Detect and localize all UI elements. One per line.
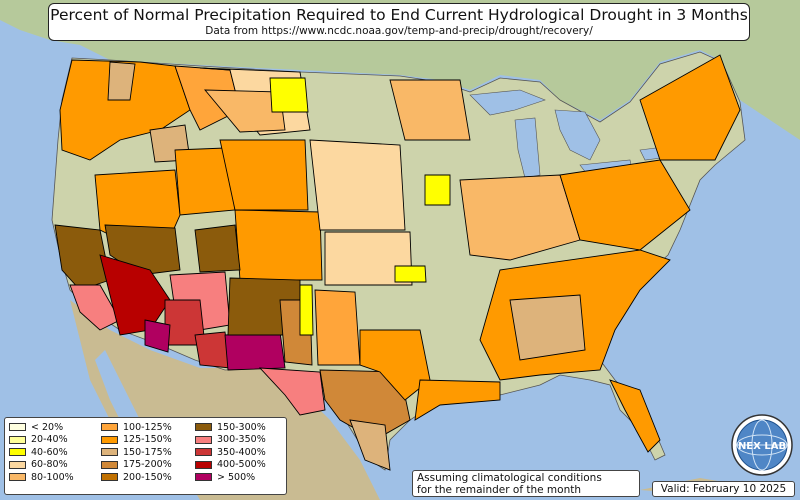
- region-nm-magenta: [224, 331, 286, 371]
- globe-icon: NEX LAB: [731, 414, 793, 476]
- mexico-landmass: [70, 300, 380, 500]
- legend-item: < 20%: [9, 421, 74, 434]
- region-utah-brown: [194, 224, 241, 273]
- note-line-2: for the remainder of the month: [417, 484, 582, 496]
- region-nd-yellow: [269, 77, 309, 113]
- legend-label: > 500%: [217, 471, 256, 483]
- legend-item: 40-60%: [9, 446, 74, 459]
- legend-swatch: [9, 460, 26, 469]
- region-tx-pink: [258, 367, 326, 416]
- region-tx-east: [359, 329, 431, 401]
- region-arizona-south: [194, 331, 231, 369]
- assumption-note: Assuming climatological conditions for t…: [412, 470, 640, 497]
- legend-item: 150-175%: [101, 446, 172, 459]
- region-minnesota: [389, 79, 471, 141]
- legend-label: 60-80%: [31, 459, 68, 471]
- legend-item: 125-150%: [101, 434, 172, 447]
- legend-label: 200-150%: [123, 471, 172, 483]
- region-arizona-magenta: [144, 319, 171, 353]
- region-midwest: [459, 174, 581, 261]
- map-title: Percent of Normal Precipitation Required…: [50, 6, 748, 24]
- logo-text: NEX LAB: [738, 441, 786, 452]
- region-gulf-coast: [414, 379, 501, 421]
- legend-item: 200-150%: [101, 471, 172, 484]
- legend-label: 150-175%: [123, 446, 172, 458]
- legend-swatch: [195, 435, 212, 444]
- title-box: Percent of Normal Precipitation Required…: [48, 3, 750, 41]
- region-colorado: [234, 209, 323, 281]
- legend-label: 400-500%: [217, 459, 266, 471]
- legend-item: 400-500%: [195, 459, 266, 472]
- legend-item: 80-100%: [9, 471, 74, 484]
- region-northwest: [59, 59, 191, 161]
- region-nm-yellow: [299, 284, 314, 336]
- region-montana-orange: [204, 89, 286, 133]
- legend-label: 350-400%: [217, 446, 266, 458]
- legend-item: 20-40%: [9, 434, 74, 447]
- legend-swatch: [101, 423, 118, 432]
- drought-regions: [54, 54, 741, 471]
- legend-label: 150-300%: [217, 421, 266, 433]
- legend-column-1: < 20% 20-40% 40-60% 60-80% 80-100%: [9, 421, 74, 484]
- region-ohio-valley: [559, 159, 691, 251]
- legend-swatch: [101, 448, 118, 457]
- legend-column-2: 100-125% 125-150% 150-175% 175-200% 200-150%: [101, 421, 172, 484]
- region-socal-pink: [69, 284, 121, 331]
- legend-label: 80-100%: [31, 471, 74, 483]
- legend-swatch: [101, 460, 118, 469]
- region-iowa-yellow: [424, 174, 451, 206]
- legend-label: 40-60%: [31, 446, 68, 458]
- legend-label: 125-150%: [123, 434, 172, 446]
- legend-column-3: 150-300% 300-350% 350-400% 400-500% > 500%: [195, 421, 266, 484]
- legend-item: 60-80%: [9, 459, 74, 472]
- map-subtitle: Data from https://www.ncdc.noaa.gov/temp…: [205, 25, 593, 37]
- legend-label: 175-200%: [123, 459, 172, 471]
- legend-label: 100-125%: [123, 421, 172, 433]
- legend: < 20% 20-40% 40-60% 60-80% 80-100% 100-125% 1…: [4, 417, 287, 495]
- legend-swatch: [9, 448, 26, 457]
- legend-swatch: [9, 473, 26, 482]
- region-kansas: [324, 231, 413, 286]
- legend-label: 300-350%: [217, 434, 266, 446]
- legend-item: > 500%: [195, 471, 266, 484]
- legend-swatch: [9, 423, 26, 432]
- legend-swatch: [195, 460, 212, 469]
- legend-item: 175-200%: [101, 459, 172, 472]
- region-tx-panhandle: [314, 289, 361, 366]
- valid-date: Valid: February 10 2025: [652, 481, 795, 497]
- legend-swatch: [101, 435, 118, 444]
- region-florida: [609, 379, 661, 453]
- region-northeast: [639, 54, 741, 161]
- legend-label: 20-40%: [31, 434, 68, 446]
- region-plains-light: [309, 139, 406, 231]
- legend-item: 100-125%: [101, 421, 172, 434]
- legend-item: 150-300%: [195, 421, 266, 434]
- legend-swatch: [195, 473, 212, 482]
- legend-swatch: [101, 473, 118, 482]
- note-line-1: Assuming climatological conditions: [417, 472, 602, 484]
- region-wa-tan: [107, 61, 136, 101]
- legend-swatch: [195, 448, 212, 457]
- region-tx-light: [349, 419, 391, 471]
- region-kansas-yellow: [394, 265, 427, 283]
- legend-item: 350-400%: [195, 446, 266, 459]
- legend-swatch: [9, 435, 26, 444]
- legend-item: 300-350%: [195, 434, 266, 447]
- legend-label: < 20%: [31, 421, 64, 433]
- region-wyoming: [219, 139, 309, 211]
- region-mississippi-tan: [509, 294, 586, 361]
- legend-swatch: [195, 423, 212, 432]
